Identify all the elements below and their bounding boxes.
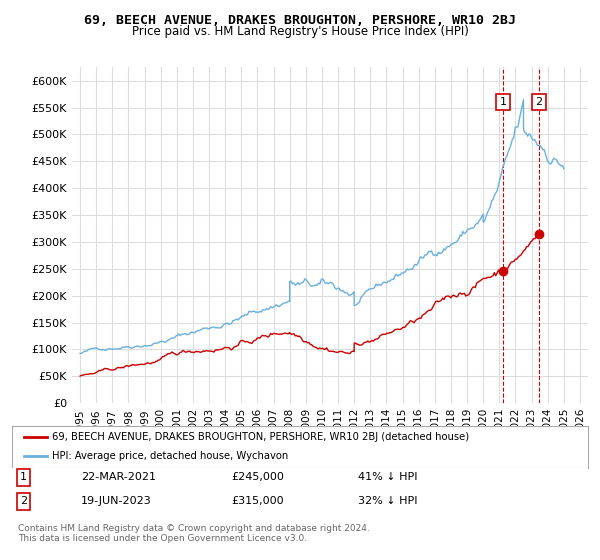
Text: Price paid vs. HM Land Registry's House Price Index (HPI): Price paid vs. HM Land Registry's House … [131, 25, 469, 38]
Text: 32% ↓ HPI: 32% ↓ HPI [358, 496, 417, 506]
Text: 1: 1 [499, 97, 506, 107]
Text: HPI: Average price, detached house, Wychavon: HPI: Average price, detached house, Wych… [52, 451, 289, 461]
Text: £315,000: £315,000 [231, 496, 284, 506]
Text: 19-JUN-2023: 19-JUN-2023 [81, 496, 152, 506]
Text: 69, BEECH AVENUE, DRAKES BROUGHTON, PERSHORE, WR10 2BJ: 69, BEECH AVENUE, DRAKES BROUGHTON, PERS… [84, 14, 516, 27]
Text: 22-MAR-2021: 22-MAR-2021 [81, 473, 156, 483]
Text: 1: 1 [20, 473, 27, 483]
Text: £245,000: £245,000 [231, 473, 284, 483]
Text: 2: 2 [536, 97, 543, 107]
Text: 2: 2 [20, 496, 27, 506]
Text: 41% ↓ HPI: 41% ↓ HPI [358, 473, 417, 483]
Text: 69, BEECH AVENUE, DRAKES BROUGHTON, PERSHORE, WR10 2BJ (detached house): 69, BEECH AVENUE, DRAKES BROUGHTON, PERS… [52, 432, 469, 442]
Text: Contains HM Land Registry data © Crown copyright and database right 2024.
This d: Contains HM Land Registry data © Crown c… [18, 524, 370, 543]
